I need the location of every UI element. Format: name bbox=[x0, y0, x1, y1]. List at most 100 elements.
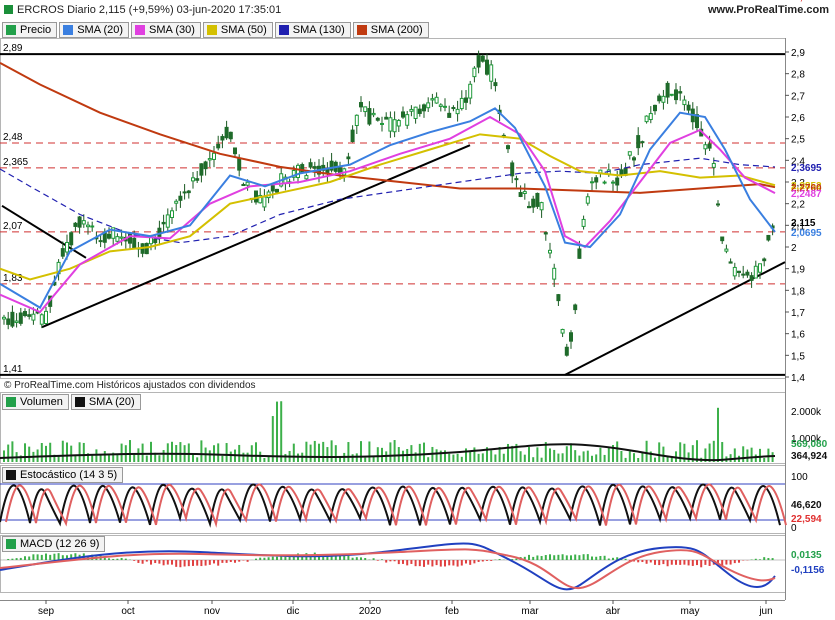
volume-legend-item[interactable]: Volumen bbox=[2, 394, 69, 410]
candle-body bbox=[384, 116, 389, 120]
candle-body bbox=[371, 112, 376, 116]
x-tick-label: mar bbox=[521, 606, 539, 617]
legend-label: SMA (20) bbox=[88, 396, 135, 408]
candle-body bbox=[535, 192, 540, 207]
level-label: 1,83 bbox=[3, 273, 23, 284]
candle-body bbox=[10, 311, 15, 327]
candle-body bbox=[182, 191, 187, 194]
price-legend-item[interactable]: SMA (200) bbox=[352, 22, 429, 38]
sma20-line bbox=[0, 107, 776, 310]
legend-swatch bbox=[74, 397, 85, 407]
volume-tick-label: 2.000k bbox=[791, 407, 822, 418]
y-tick-label: 1,5 bbox=[791, 351, 805, 362]
candle-body bbox=[363, 106, 368, 113]
price-value-label: 2,3695 bbox=[791, 163, 822, 174]
candle-body bbox=[115, 236, 120, 242]
candle-body bbox=[762, 258, 767, 262]
candle-body bbox=[367, 108, 372, 125]
price-value-label: 2,2760 bbox=[791, 183, 822, 194]
x-tick-label: feb bbox=[445, 606, 459, 617]
candle-body bbox=[31, 313, 36, 321]
copyright-note: © ProRealTime.com Históricos ajustados c… bbox=[4, 380, 256, 391]
candle-body bbox=[506, 145, 510, 150]
macd-value-label: -0,1156 bbox=[791, 565, 825, 576]
candle-body bbox=[644, 115, 649, 123]
y-tick-label: 1,9 bbox=[791, 265, 805, 276]
price-value-label: 2,0695 bbox=[791, 228, 822, 239]
candle-body bbox=[350, 129, 355, 143]
legend-label: SMA (130) bbox=[292, 24, 345, 36]
legend-label: SMA (200) bbox=[370, 24, 423, 36]
candle-body bbox=[451, 107, 456, 110]
candle-body bbox=[543, 232, 548, 235]
macd-legend-item[interactable]: MACD (12 26 9) bbox=[2, 536, 106, 552]
candle-body bbox=[657, 95, 662, 102]
candle-body bbox=[174, 200, 179, 204]
x-tick-label: jun bbox=[758, 606, 772, 617]
price-legend: Precio SMA (20) SMA (30) SMA (50) SMA (130) S… bbox=[2, 22, 429, 38]
candle-body bbox=[98, 240, 103, 243]
candle-body bbox=[308, 162, 313, 168]
x-tick-label: abr bbox=[606, 606, 621, 617]
candle-body bbox=[728, 261, 733, 264]
candle-body bbox=[14, 320, 19, 323]
x-tick-label: nov bbox=[204, 606, 220, 617]
candle-body bbox=[619, 169, 624, 175]
legend-label: Precio bbox=[20, 24, 52, 36]
price-legend-item[interactable]: SMA (30) bbox=[131, 22, 201, 38]
candle-body bbox=[627, 151, 632, 156]
legend-label: Estocástico (14 3 5) bbox=[20, 469, 118, 481]
candle-body bbox=[556, 294, 561, 302]
panel-frame bbox=[0, 392, 786, 464]
candle-body bbox=[375, 117, 380, 121]
candle-body bbox=[170, 210, 174, 219]
candle-body bbox=[2, 316, 6, 320]
candle-body bbox=[485, 59, 489, 75]
candle-body bbox=[119, 236, 124, 239]
candle-body bbox=[522, 191, 527, 194]
candle-body bbox=[153, 238, 158, 244]
candle-body bbox=[401, 111, 405, 118]
candle-body bbox=[560, 328, 565, 334]
price-legend-item[interactable]: SMA (50) bbox=[202, 22, 273, 38]
legend-swatch bbox=[356, 25, 367, 35]
candle-body bbox=[434, 96, 439, 104]
volume-value-label: 364,924 bbox=[791, 451, 828, 462]
y-tick-label: 1,8 bbox=[791, 286, 805, 297]
candle-body bbox=[758, 263, 762, 273]
volume-legend-item[interactable]: SMA (20) bbox=[70, 394, 141, 410]
y-tick-label: 2,6 bbox=[791, 113, 805, 124]
legend-label: Volumen bbox=[20, 396, 63, 408]
candle-body bbox=[615, 177, 620, 186]
chart-title: ERCROS Diario 2,115 (+9,59%) 03-jun-2020… bbox=[4, 4, 281, 16]
legend-swatch bbox=[63, 25, 74, 35]
y-tick-label: 2,3 bbox=[791, 178, 805, 189]
level-label: 2,365 bbox=[3, 157, 28, 168]
price-legend-item[interactable]: SMA (130) bbox=[274, 22, 351, 38]
price-legend-item[interactable]: Precio bbox=[2, 22, 58, 38]
stochastic-legend-item[interactable]: Estocástico (14 3 5) bbox=[2, 467, 124, 483]
candle-body bbox=[632, 157, 636, 161]
candle-body bbox=[686, 104, 691, 111]
y-tick-label: 1,6 bbox=[791, 330, 805, 341]
candle-body bbox=[262, 196, 267, 208]
site-link[interactable]: www.ProRealTime.com bbox=[707, 4, 829, 16]
macd-legend: MACD (12 26 9) bbox=[2, 536, 106, 552]
y-tick-label: 2,7 bbox=[791, 91, 805, 102]
candle-body bbox=[741, 273, 746, 276]
price-legend-item[interactable]: SMA (20) bbox=[59, 22, 130, 38]
candle-body bbox=[228, 131, 233, 140]
candle-body bbox=[73, 222, 78, 227]
trend-line bbox=[41, 144, 471, 329]
candle-body bbox=[77, 216, 82, 228]
candle-body bbox=[359, 102, 363, 108]
candle-body bbox=[161, 221, 166, 225]
candle-body bbox=[329, 160, 334, 171]
stochastic-legend: Estocástico (14 3 5) bbox=[2, 467, 124, 483]
stoch-k-line bbox=[0, 483, 781, 528]
level-label: 1,41 bbox=[3, 364, 23, 375]
candle-body bbox=[648, 113, 653, 121]
candle-body bbox=[354, 114, 359, 127]
candle-body bbox=[531, 198, 536, 208]
